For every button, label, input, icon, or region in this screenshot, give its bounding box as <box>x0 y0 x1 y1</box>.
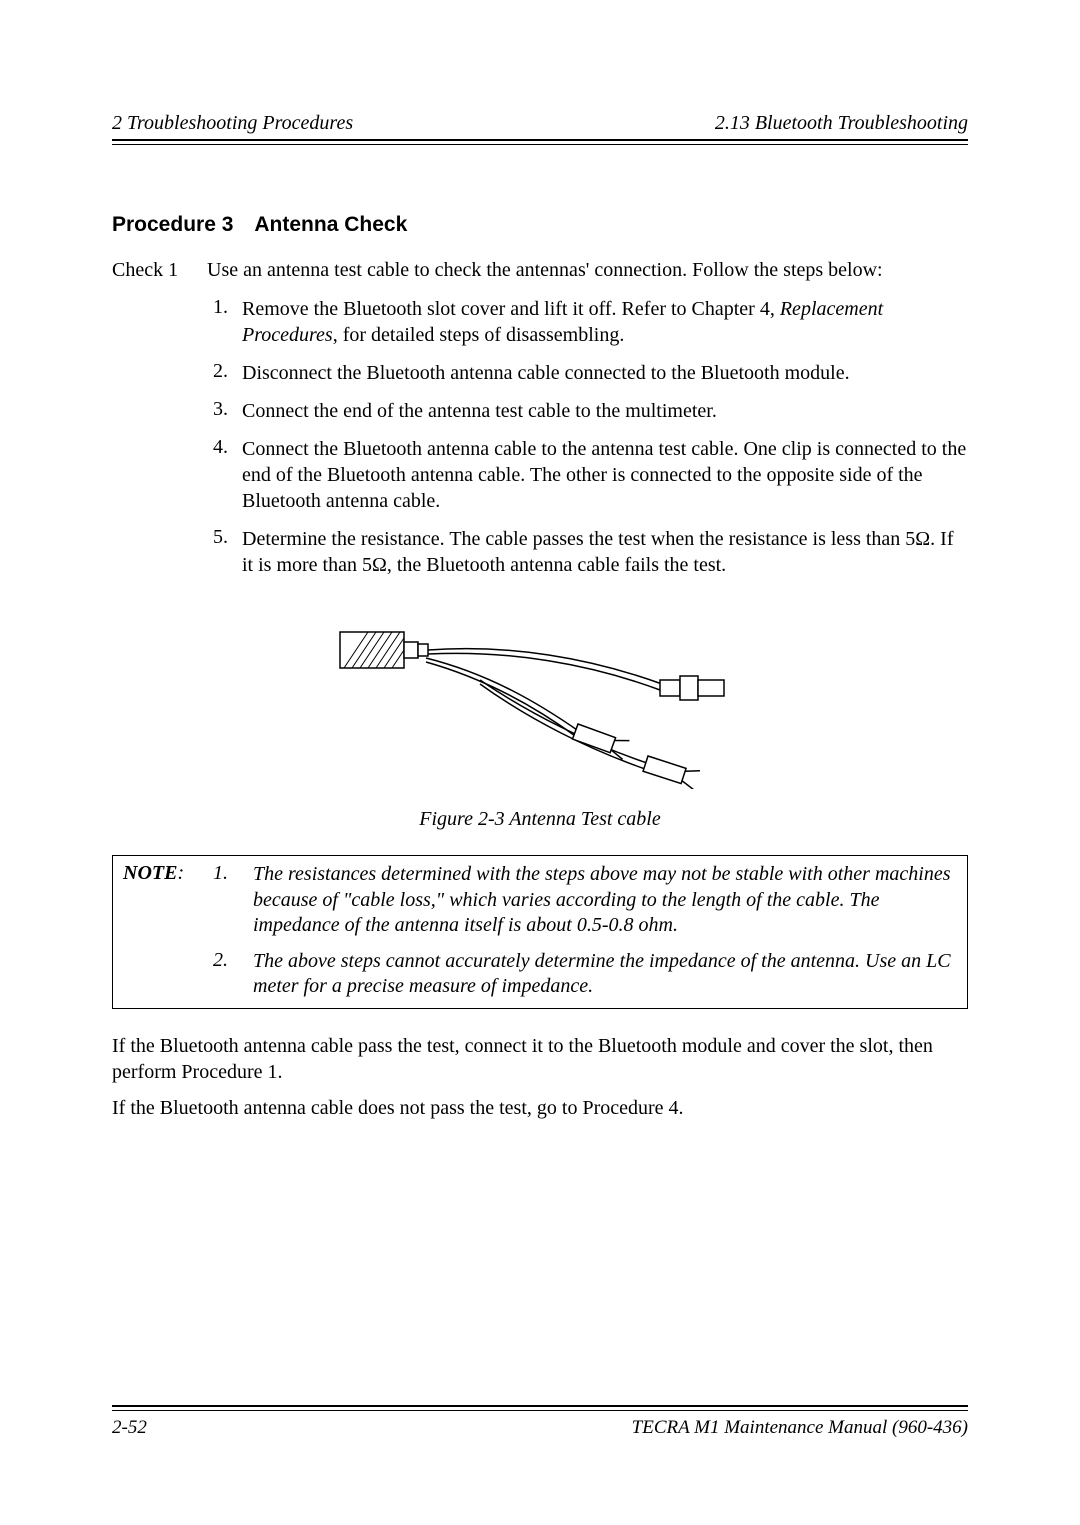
check-intro: Use an antenna test cable to check the a… <box>207 259 968 282</box>
list-item: 1.Remove the Bluetooth slot cover and li… <box>207 296 968 348</box>
list-item: 3.Connect the end of the antenna test ca… <box>207 398 968 424</box>
note-item-text: The resistances determined with the step… <box>253 862 957 939</box>
note-label: NOTE: <box>123 862 213 939</box>
note-item-text: The above steps cannot accurately determ… <box>253 949 957 1000</box>
header-right: 2.13 Bluetooth Troubleshooting <box>715 112 968 135</box>
figure-wrap <box>112 614 968 794</box>
list-item-text: Remove the Bluetooth slot cover and lift… <box>242 296 968 348</box>
note-item-number: 2. <box>213 949 253 1000</box>
note-item-number: 1. <box>213 862 253 939</box>
list-item: 4.Connect the Bluetooth antenna cable to… <box>207 436 968 514</box>
list-item-number: 5. <box>207 526 242 578</box>
note-box: NOTE:1.The resistances determined with t… <box>112 855 968 1009</box>
note-row: NOTE:1.The resistances determined with t… <box>123 862 957 939</box>
page: 2 Troubleshooting Procedures 2.13 Blueto… <box>0 0 1080 1525</box>
header-rule-thin <box>112 144 968 145</box>
list-item-text: Connect the end of the antenna test cabl… <box>242 398 968 424</box>
check-label: Check 1 <box>112 259 207 282</box>
figure-caption: Figure 2-3 Antenna Test cable <box>112 808 968 831</box>
list-item: 5.Determine the resistance. The cable pa… <box>207 526 968 578</box>
paragraph: If the Bluetooth antenna cable does not … <box>112 1095 968 1121</box>
footer-rule-thin: 2-52 TECRA M1 Maintenance Manual (960-43… <box>112 1410 968 1439</box>
list-item-number: 2. <box>207 360 242 386</box>
note-label <box>123 949 213 1000</box>
list-item-number: 4. <box>207 436 242 514</box>
list-item-number: 3. <box>207 398 242 424</box>
footer-rule-thick <box>112 1405 968 1407</box>
running-header: 2 Troubleshooting Procedures 2.13 Blueto… <box>112 112 968 139</box>
procedure-title: Procedure 3 Antenna Check <box>112 213 968 237</box>
check-row: Check 1 Use an antenna test cable to che… <box>112 259 968 282</box>
list-item-text: Determine the resistance. The cable pass… <box>242 526 968 578</box>
check-ordered-list: 1.Remove the Bluetooth slot cover and li… <box>112 296 968 578</box>
list-item-text: Connect the Bluetooth antenna cable to t… <box>242 436 968 514</box>
running-footer: 2-52 TECRA M1 Maintenance Manual (960-43… <box>112 1405 968 1439</box>
paragraph: If the Bluetooth antenna cable pass the … <box>112 1033 968 1085</box>
list-item-text: Disconnect the Bluetooth antenna cable c… <box>242 360 968 386</box>
footer-left: 2-52 <box>112 1417 147 1439</box>
footer-right: TECRA M1 Maintenance Manual (960-436) <box>632 1417 968 1439</box>
list-item: 2.Disconnect the Bluetooth antenna cable… <box>207 360 968 386</box>
body-paragraphs: If the Bluetooth antenna cable pass the … <box>112 1033 968 1121</box>
header-rule-thick <box>112 139 968 141</box>
note-row: 2.The above steps cannot accurately dete… <box>123 949 957 1000</box>
list-item-number: 1. <box>207 296 242 348</box>
header-left: 2 Troubleshooting Procedures <box>112 112 353 135</box>
antenna-cable-figure <box>330 614 750 789</box>
